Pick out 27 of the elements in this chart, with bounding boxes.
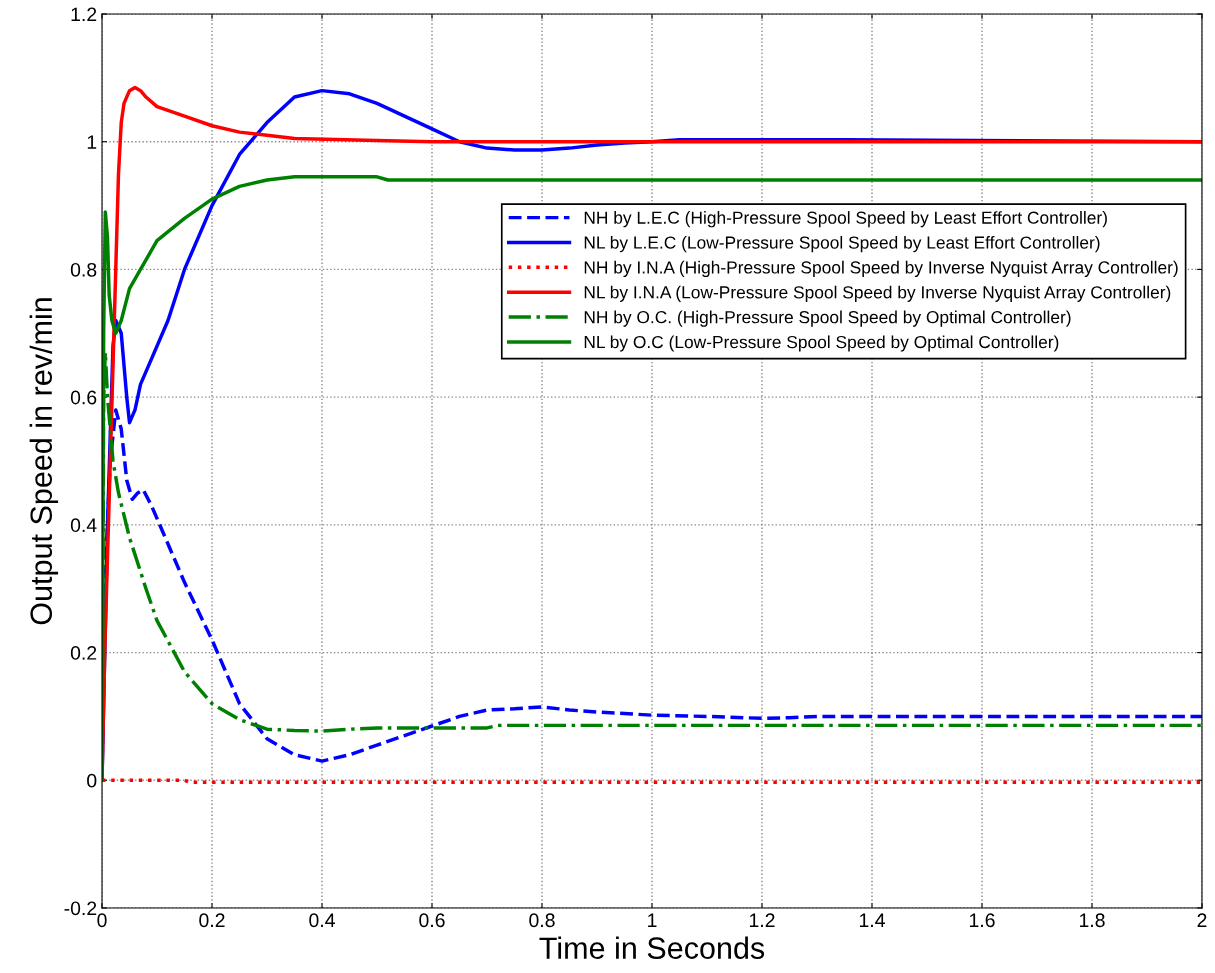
x-tick-label: 1.4 [859,913,885,927]
y-axis-title: Output Speed in rev/min [29,298,59,625]
x-tick-label: 0.2 [199,913,225,928]
y-tick-label: 0 [87,773,97,788]
legend-label: NH by L.E.C (High-Pressure Spool Speed by Least Effort Controller) [584,211,1107,228]
y-tick-label: 0.6 [70,390,97,405]
x-axis-title: Time in Seconds [539,936,765,959]
y-tick-label: -0.2 [64,901,97,916]
legend-label: NH by I.N.A (High-Pressure Spool Speed by Inverse Nyquist Array Controller) [584,260,1178,278]
x-tick-label: 0.8 [529,913,555,928]
y-tick-label: 0.2 [70,646,97,660]
x-tick-label: 0 [97,913,107,928]
x-tick-label: 0.4 [309,913,335,928]
x-tick-label: 1 [648,913,657,927]
x-tick-label: 1.8 [1079,913,1105,928]
legend-label: NL by L.E.C (Low-Pressure Spool Speed by Least Effort Controller) [584,235,1100,253]
x-tick-label: 0.6 [419,913,445,928]
y-tick-label: 1 [87,135,97,149]
x-tick-label: 1.6 [969,913,995,928]
legend-label: NL by I.N.A (Low-Pressure Spool Speed by Inverse Nyquist Array Controller) [584,285,1171,302]
legend-label: NH by O.C. (High-Pressure Spool Speed by Optimal Controller) [584,310,1071,327]
x-tick-label: 2 [1197,913,1207,927]
y-tick-label: 0.8 [70,262,97,277]
y-tick-label: 1.2 [71,7,97,22]
x-tick-label: 1.2 [749,913,775,927]
legend-label: NL by O.C (Low-Pressure Spool Speed by Optimal Controller) [584,335,1059,352]
y-tick-label: 0.4 [70,518,97,533]
